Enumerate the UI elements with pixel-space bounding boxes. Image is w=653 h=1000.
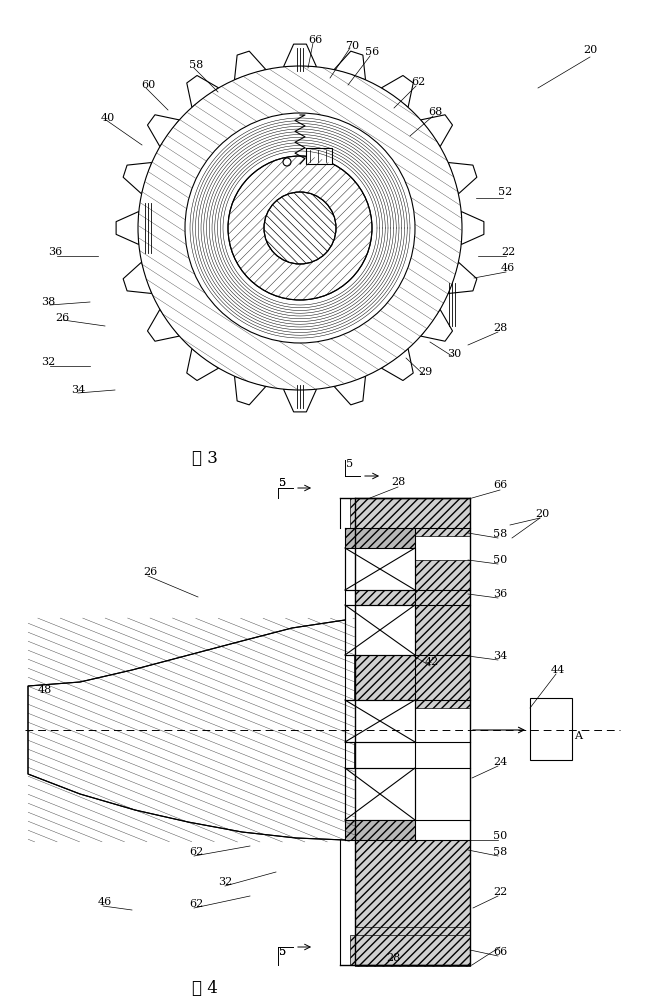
- Text: 42: 42: [425, 657, 439, 667]
- Text: 60: 60: [141, 80, 155, 90]
- Text: 44: 44: [551, 665, 565, 675]
- Bar: [345, 528, 415, 548]
- Text: 22: 22: [493, 887, 507, 897]
- Bar: [345, 605, 415, 655]
- Text: 66: 66: [493, 480, 507, 490]
- Text: 48: 48: [38, 685, 52, 695]
- Text: 图 4: 图 4: [192, 980, 218, 996]
- Text: 68: 68: [428, 107, 442, 117]
- Text: 5: 5: [279, 947, 287, 957]
- Text: 20: 20: [583, 45, 597, 55]
- Circle shape: [138, 66, 462, 390]
- Text: 5: 5: [279, 478, 287, 488]
- Text: 62: 62: [189, 899, 203, 909]
- Text: 28: 28: [391, 477, 405, 487]
- Bar: [350, 498, 470, 528]
- Text: 32: 32: [218, 877, 232, 887]
- Text: 62: 62: [411, 77, 425, 87]
- Text: 70: 70: [345, 41, 359, 51]
- Text: 58: 58: [189, 60, 203, 70]
- Text: 50: 50: [493, 831, 507, 841]
- Text: 26: 26: [143, 567, 157, 577]
- Bar: [345, 820, 415, 840]
- Text: 56: 56: [365, 47, 379, 57]
- Text: 图 3: 图 3: [192, 450, 218, 466]
- Text: 32: 32: [41, 357, 55, 367]
- Text: 36: 36: [493, 589, 507, 599]
- Text: A: A: [574, 731, 582, 741]
- Text: 66: 66: [308, 35, 322, 45]
- Bar: [350, 935, 470, 965]
- Polygon shape: [28, 620, 355, 840]
- Circle shape: [185, 113, 415, 343]
- Bar: [345, 768, 415, 820]
- Bar: [530, 698, 572, 760]
- Circle shape: [228, 156, 372, 300]
- Text: 46: 46: [501, 263, 515, 273]
- Text: 50: 50: [493, 555, 507, 565]
- Bar: [355, 498, 470, 536]
- Text: 66: 66: [493, 947, 507, 957]
- Text: 52: 52: [498, 187, 512, 197]
- Text: 58: 58: [493, 529, 507, 539]
- Text: 58: 58: [493, 847, 507, 857]
- Text: 5: 5: [347, 459, 353, 469]
- Text: 34: 34: [493, 651, 507, 661]
- Bar: [345, 548, 415, 590]
- Text: 26: 26: [55, 313, 69, 323]
- Bar: [306, 148, 332, 164]
- Text: 29: 29: [418, 367, 432, 377]
- Text: 28: 28: [493, 323, 507, 333]
- Text: 40: 40: [101, 113, 115, 123]
- Text: 24: 24: [493, 757, 507, 767]
- Text: 30: 30: [447, 349, 461, 359]
- Text: 28: 28: [386, 953, 400, 963]
- Bar: [355, 560, 470, 708]
- Text: 22: 22: [501, 247, 515, 257]
- Text: 36: 36: [48, 247, 62, 257]
- Text: 38: 38: [41, 297, 55, 307]
- Text: 5: 5: [279, 947, 287, 957]
- Text: 34: 34: [71, 385, 85, 395]
- Bar: [355, 840, 470, 966]
- Text: 62: 62: [189, 847, 203, 857]
- Text: 46: 46: [98, 897, 112, 907]
- Bar: [355, 927, 470, 965]
- Bar: [345, 700, 415, 742]
- Text: 5: 5: [279, 478, 287, 488]
- Circle shape: [264, 192, 336, 264]
- Text: 20: 20: [535, 509, 549, 519]
